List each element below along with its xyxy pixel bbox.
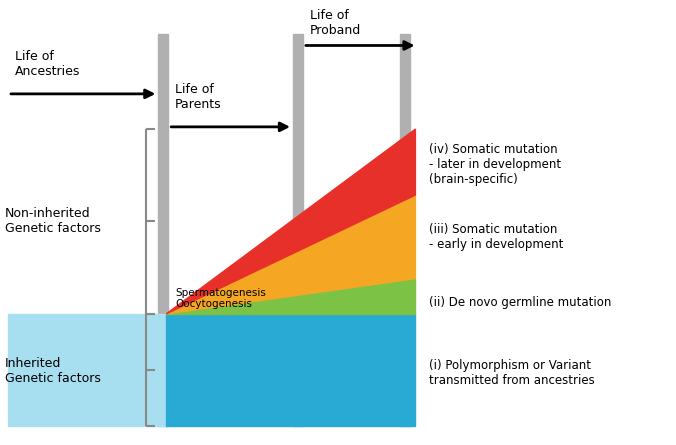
Text: (iv) Somatic mutation
- later in development
(brain-specific): (iv) Somatic mutation - later in develop… bbox=[429, 143, 561, 186]
Text: (iii) Somatic mutation
- early in development: (iii) Somatic mutation - early in develo… bbox=[429, 223, 563, 251]
Polygon shape bbox=[166, 195, 416, 314]
Text: Life of
Proband: Life of Proband bbox=[310, 9, 361, 36]
Text: Non-inherited
Genetic factors: Non-inherited Genetic factors bbox=[5, 207, 101, 235]
Polygon shape bbox=[166, 129, 416, 314]
Text: Spermatogenesis
Oocytogenesis: Spermatogenesis Oocytogenesis bbox=[175, 288, 266, 309]
Text: (ii) De novo germline mutation: (ii) De novo germline mutation bbox=[429, 296, 611, 309]
Bar bbox=[293, 34, 303, 426]
Text: Inherited
Genetic factors: Inherited Genetic factors bbox=[5, 357, 101, 385]
Polygon shape bbox=[166, 279, 416, 314]
Bar bbox=[166, 314, 416, 426]
Text: Life of
Ancestries: Life of Ancestries bbox=[15, 50, 80, 78]
Text: (i) Polymorphism or Variant
transmitted from ancestries: (i) Polymorphism or Variant transmitted … bbox=[429, 359, 595, 387]
Bar bbox=[400, 34, 410, 426]
Bar bbox=[158, 34, 168, 426]
Bar bbox=[8, 314, 166, 426]
Text: Life of
Parents: Life of Parents bbox=[175, 84, 222, 111]
